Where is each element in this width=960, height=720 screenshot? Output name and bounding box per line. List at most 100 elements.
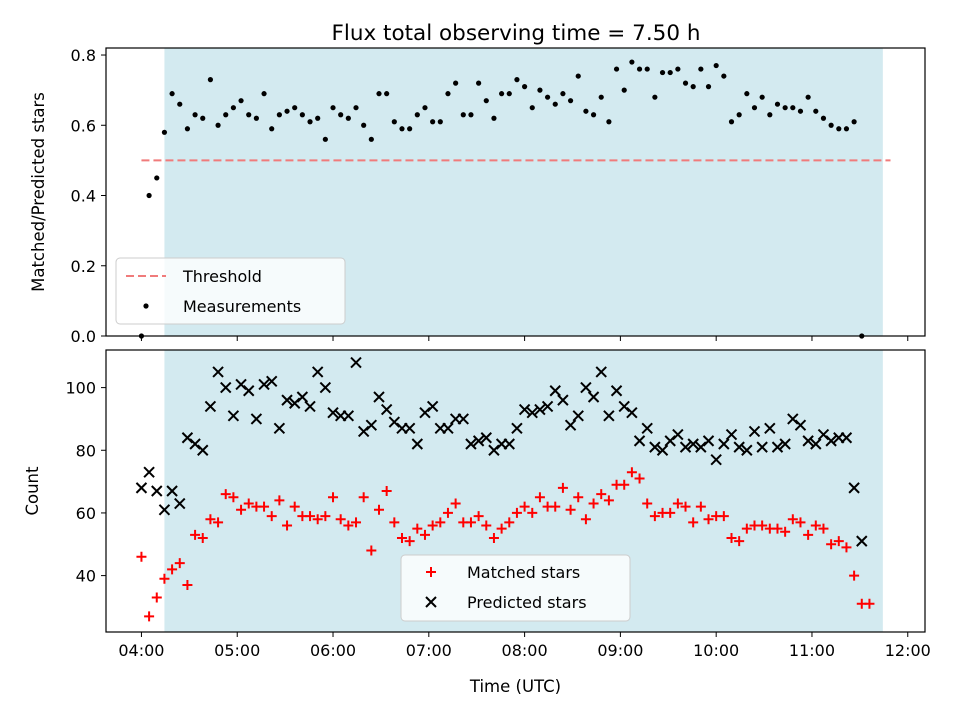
data-point — [782, 105, 788, 111]
data-point — [629, 59, 635, 65]
data-point — [197, 444, 209, 456]
data-point — [703, 514, 714, 525]
data-point — [580, 514, 591, 525]
data-point — [407, 126, 413, 132]
data-point — [358, 492, 369, 503]
y-tick-label: 60 — [76, 504, 96, 523]
data-point — [810, 520, 821, 531]
x-tick-label: 09:00 — [597, 641, 643, 660]
data-point — [465, 517, 476, 528]
data-point — [537, 87, 543, 93]
data-point — [289, 501, 300, 512]
data-point — [583, 108, 589, 114]
data-point — [843, 126, 850, 132]
data-point — [764, 422, 776, 435]
data-point — [328, 492, 339, 503]
data-point — [656, 444, 669, 456]
data-point — [733, 441, 745, 453]
data-point — [818, 523, 829, 534]
data-point — [840, 432, 853, 444]
data-point — [741, 523, 752, 534]
data-point — [672, 428, 684, 441]
data-point — [338, 112, 344, 118]
data-point — [483, 98, 489, 104]
data-point — [376, 91, 382, 97]
x-tick-label: 04:00 — [118, 641, 164, 660]
data-point — [552, 101, 558, 107]
data-point — [315, 115, 321, 121]
data-point — [606, 119, 612, 125]
data-point — [366, 545, 377, 556]
data-point — [243, 385, 255, 397]
series-measurements — [138, 59, 865, 339]
data-point — [856, 535, 868, 547]
data-point — [473, 511, 484, 522]
y-tick-label: 0.6 — [71, 116, 96, 135]
data-point — [345, 115, 351, 121]
data-point — [445, 91, 451, 97]
data-point — [144, 611, 155, 622]
data-point — [212, 366, 224, 378]
data-point — [665, 507, 676, 518]
data-point — [253, 115, 259, 121]
data-point — [361, 122, 367, 128]
data-point — [435, 517, 446, 528]
data-point — [560, 91, 566, 97]
data-point — [182, 580, 193, 590]
y-tick-label: 40 — [76, 567, 96, 586]
data-point — [828, 122, 834, 128]
data-point — [567, 98, 574, 104]
data-point — [488, 533, 499, 543]
data-point — [403, 422, 416, 435]
chart-title: Flux total observing time = 7.50 h — [332, 21, 701, 46]
data-point — [442, 507, 453, 518]
data-point — [190, 529, 201, 540]
data-point — [373, 391, 385, 403]
data-point — [534, 403, 546, 416]
data-point — [506, 91, 512, 97]
data-point — [269, 126, 275, 132]
series-matched-stars — [136, 467, 875, 622]
data-point — [518, 403, 531, 416]
data-point — [795, 517, 806, 528]
data-point — [491, 115, 497, 121]
data-point — [596, 489, 607, 500]
data-point — [780, 526, 791, 537]
data-point — [351, 517, 362, 528]
legend-box — [400, 554, 631, 622]
data-point — [426, 400, 439, 413]
data-point — [759, 94, 765, 100]
data-point — [864, 598, 875, 609]
data-point — [381, 486, 392, 496]
data-point — [514, 77, 520, 83]
data-point — [399, 126, 405, 132]
data-point — [396, 533, 407, 543]
data-point — [810, 438, 822, 450]
data-point — [205, 514, 216, 525]
data-point — [826, 539, 837, 550]
data-point — [307, 119, 313, 125]
data-point — [772, 523, 783, 534]
y-tick-label: 0.8 — [71, 46, 96, 65]
data-point — [499, 91, 505, 97]
data-point — [335, 514, 346, 525]
data-point — [422, 105, 428, 111]
data-point — [820, 115, 827, 121]
data-point — [146, 192, 152, 199]
data-point — [573, 492, 584, 503]
data-point — [726, 533, 737, 543]
data-point — [751, 105, 758, 111]
data-point — [350, 356, 362, 369]
legend-box — [115, 257, 346, 325]
data-point — [805, 94, 811, 100]
data-point — [565, 504, 576, 515]
data-point — [659, 69, 666, 76]
data-point — [813, 108, 819, 114]
data-point — [228, 492, 239, 503]
data-point — [652, 94, 658, 100]
data-point — [258, 378, 270, 391]
data-point — [342, 410, 355, 422]
data-point — [725, 428, 738, 441]
data-point — [330, 105, 336, 111]
data-point — [702, 435, 715, 447]
